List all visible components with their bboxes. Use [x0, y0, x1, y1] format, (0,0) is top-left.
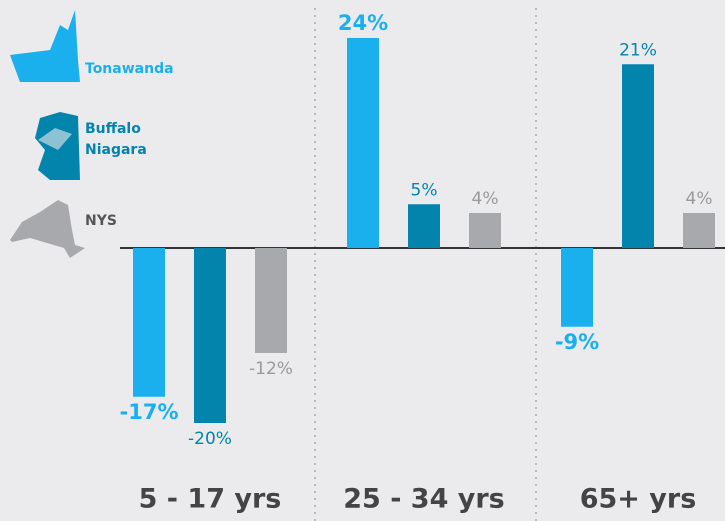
legend-label: Tonawanda: [85, 61, 174, 77]
category-label: 65+ yrs: [580, 484, 697, 515]
bar: [194, 248, 226, 423]
bar: [622, 64, 654, 248]
data-label: 24%: [338, 11, 388, 35]
bar: [133, 248, 165, 397]
category-label: 25 - 34 yrs: [343, 484, 505, 515]
data-label: -20%: [188, 429, 232, 449]
bar: [469, 213, 501, 248]
data-label: 21%: [619, 40, 657, 60]
data-label: 5%: [411, 180, 438, 200]
bar: [347, 38, 379, 248]
tonawanda-icon: [10, 10, 80, 82]
category-label: 5 - 17 yrs: [139, 484, 282, 515]
bar: [255, 248, 287, 353]
data-label: -17%: [120, 400, 179, 424]
bar: [408, 204, 440, 248]
legend-label: Buffalo Niagara: [85, 121, 147, 158]
bar: [683, 213, 715, 248]
data-label: 4%: [472, 189, 499, 209]
legend-label: NYS: [85, 213, 117, 229]
buffalo-icon-detail: [38, 128, 72, 150]
nys-icon: [10, 200, 85, 258]
data-label: 4%: [686, 189, 713, 209]
data-label: -9%: [555, 330, 599, 354]
data-label: -12%: [249, 359, 293, 379]
bar: [561, 248, 593, 327]
